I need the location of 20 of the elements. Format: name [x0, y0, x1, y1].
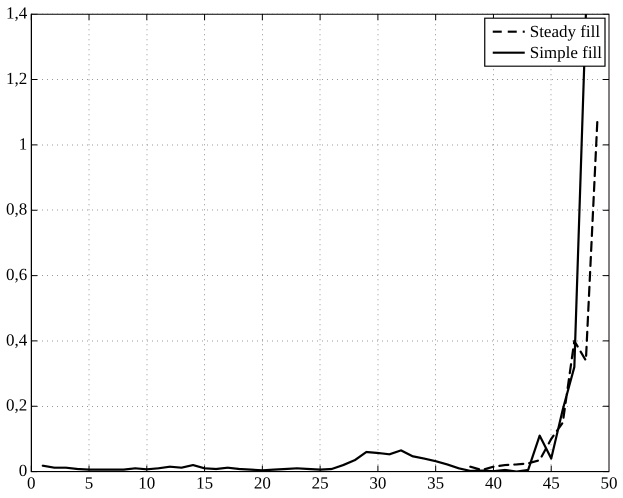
- y-tick-label: 0,4: [6, 330, 28, 350]
- y-tick-label: 1,4: [6, 4, 28, 23]
- x-tick-label: 30: [369, 473, 386, 492]
- y-tick-label: 0: [18, 461, 28, 480]
- y-tick-label: 0,6: [6, 265, 28, 284]
- x-tick-label: 20: [254, 473, 271, 492]
- x-tick-label: 5: [84, 473, 94, 492]
- x-tick-label: 10: [138, 473, 156, 492]
- x-tick-label: 15: [196, 473, 214, 492]
- x-tick-label: 45: [542, 473, 560, 492]
- x-tick-label: 25: [312, 473, 329, 492]
- y-tick-label: 1,2: [6, 69, 28, 88]
- legend-label: Simple fill: [530, 43, 602, 62]
- y-tick-label: 1: [18, 134, 28, 154]
- x-tick-label: 35: [427, 473, 444, 492]
- legend-label: Steady fill: [530, 22, 600, 42]
- y-tick-label: 0,2: [6, 396, 28, 415]
- x-tick-label: 50: [600, 473, 618, 492]
- y-tick-label: 0,8: [6, 200, 28, 219]
- x-tick-label: 40: [484, 473, 502, 492]
